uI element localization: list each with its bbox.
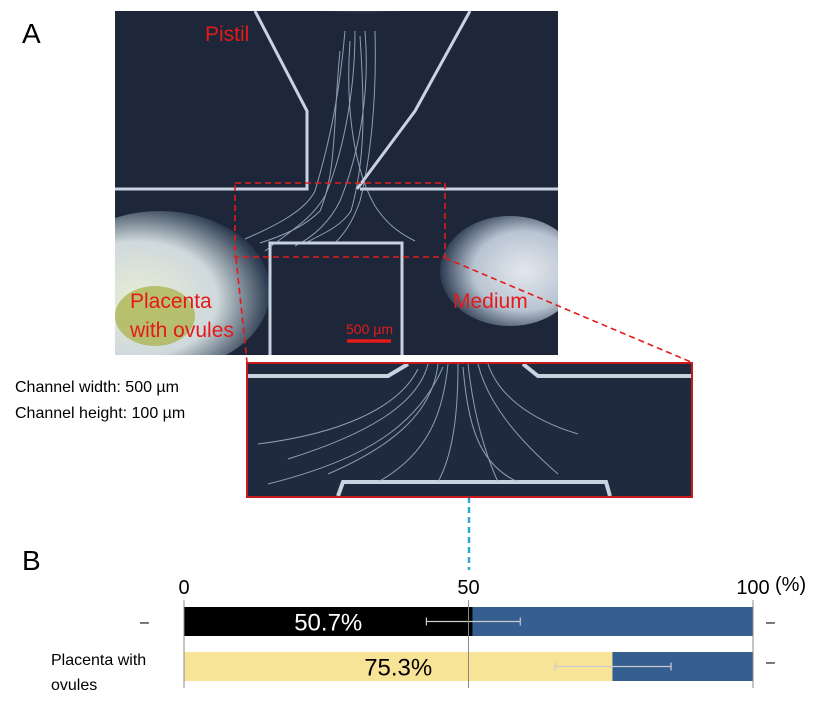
data-label-row2: 75.3% — [364, 655, 432, 682]
x-tick-label-50: 50 — [457, 577, 479, 599]
bar-row2-seg1 — [184, 652, 613, 681]
row-1-left-label: – — [140, 614, 149, 631]
label-scale-bar: 500 µm — [346, 321, 393, 337]
micrograph-inset — [246, 362, 693, 498]
micrograph-main — [115, 11, 558, 355]
channel-width-spec: Channel width: 500 µm — [15, 379, 179, 396]
row-2-right-label: – — [766, 654, 775, 671]
x-tick-label-100: 100 — [736, 577, 769, 599]
row-1-right-label: – — [766, 614, 775, 631]
row-2-left-label-line1: Placenta with — [51, 652, 147, 669]
label-medium: Medium — [453, 290, 528, 313]
x-unit-label: (%) — [775, 574, 807, 596]
label-placenta-line2: with ovules — [130, 319, 234, 342]
label-pistil: Pistil — [205, 23, 250, 46]
bar-row1-seg1 — [184, 607, 473, 636]
panel-b-letter: B — [22, 545, 41, 576]
microfluidic-device-image — [115, 11, 558, 355]
data-label-row1: 50.7% — [294, 610, 362, 637]
label-placenta-line1: Placenta — [130, 290, 212, 313]
channel-height-spec: Channel height: 100 µm — [15, 405, 186, 422]
row-2-left-label-line2: ovules — [51, 677, 98, 694]
panel-a-letter: A — [22, 18, 41, 49]
zoom-selection-box — [234, 182, 446, 258]
x-tick-label-0: 0 — [178, 577, 189, 599]
